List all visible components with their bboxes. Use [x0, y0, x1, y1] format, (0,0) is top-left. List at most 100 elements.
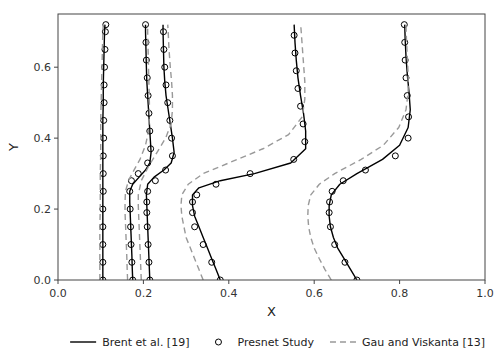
point	[165, 100, 171, 106]
point	[162, 64, 168, 70]
x-tick	[58, 280, 59, 284]
point	[327, 199, 333, 205]
legend-label: Brent et al. [19]	[102, 336, 189, 349]
legend-swatch	[215, 339, 221, 345]
legend-label: Presnet Study	[237, 336, 314, 349]
point	[190, 199, 196, 205]
point	[127, 188, 133, 194]
point	[135, 171, 141, 177]
y-axis-label: Y	[6, 143, 21, 152]
point	[406, 114, 412, 120]
series-line	[125, 25, 149, 280]
plot-data	[100, 22, 412, 280]
point	[145, 93, 151, 99]
point	[163, 82, 169, 88]
point	[163, 167, 169, 173]
series-line	[329, 25, 410, 280]
point	[340, 178, 346, 184]
point	[100, 224, 106, 230]
x-tick	[314, 280, 315, 284]
point	[292, 50, 298, 56]
point	[362, 167, 368, 173]
y-tick-label: 0.6	[34, 61, 52, 74]
series-line	[181, 25, 305, 280]
y-tick	[54, 280, 58, 281]
point	[302, 139, 308, 145]
x-tick	[399, 280, 400, 284]
point	[326, 210, 332, 216]
point	[100, 259, 106, 265]
point	[194, 192, 200, 198]
legend: Brent et al. [19] Presnet Study Gau and Vi…	[70, 336, 485, 349]
point	[332, 242, 338, 248]
point	[169, 135, 175, 141]
point	[100, 171, 106, 177]
x-tick-label: 0.0	[49, 287, 67, 300]
point	[300, 121, 306, 127]
point	[298, 103, 304, 109]
point	[293, 68, 299, 74]
point	[128, 242, 134, 248]
point	[100, 242, 106, 248]
point	[405, 135, 411, 141]
point	[144, 199, 150, 205]
x-tick-label: 0.8	[391, 287, 409, 300]
series-line	[308, 25, 408, 280]
point	[100, 188, 106, 194]
y-tick-label: 0.2	[34, 203, 52, 216]
y-tick-label: 0.4	[34, 132, 52, 145]
x-axis-label: X	[267, 304, 276, 319]
point	[129, 259, 135, 265]
point	[101, 135, 107, 141]
point	[145, 160, 151, 166]
legend-label: Gau and Viskanta [13]	[362, 336, 485, 349]
legend-item: Gau and Viskanta [13]	[330, 336, 485, 349]
point	[190, 210, 196, 216]
point	[342, 259, 348, 265]
x-tick-label: 0.6	[305, 287, 323, 300]
point	[101, 117, 107, 123]
page: {"chart_data": { "type": "line", "x_labe…	[0, 0, 500, 364]
x-tick	[228, 280, 229, 284]
legend-item: Presnet Study	[215, 336, 314, 349]
point	[295, 85, 301, 91]
y-tick	[54, 209, 58, 210]
legend-swatch	[330, 341, 356, 342]
point	[291, 156, 297, 162]
series-line	[193, 25, 306, 280]
point	[144, 210, 150, 216]
x-tick	[143, 280, 144, 284]
point	[209, 259, 215, 265]
point	[148, 146, 154, 152]
point	[169, 153, 175, 159]
series-line	[100, 25, 103, 280]
point	[327, 224, 333, 230]
point	[145, 188, 151, 194]
legend-swatch	[70, 341, 96, 342]
point	[200, 242, 206, 248]
x-tick-label: 1.0	[476, 287, 494, 300]
point	[161, 46, 167, 52]
point	[101, 100, 107, 106]
plot-frame	[58, 14, 485, 280]
point	[144, 224, 150, 230]
point	[192, 224, 198, 230]
point	[247, 171, 253, 177]
y-tick	[54, 67, 58, 68]
point	[160, 29, 166, 35]
point	[145, 242, 151, 248]
legend-item: Brent et al. [19]	[70, 336, 189, 349]
point	[329, 188, 335, 194]
y-tick-label: 0.0	[34, 274, 52, 287]
point	[146, 259, 152, 265]
x-tick-label: 0.4	[220, 287, 238, 300]
axes: 0.0 0.2 0.4 0.6 0.8 1.0 0.0 0.2 0.4 0.6	[34, 61, 494, 300]
x-tick-label: 0.2	[135, 287, 153, 300]
point	[291, 32, 297, 38]
point	[152, 178, 158, 184]
point	[128, 224, 134, 230]
point	[127, 206, 133, 212]
y-tick	[54, 138, 58, 139]
x-tick	[485, 280, 486, 284]
chart: 0.0 0.2 0.4 0.6 0.8 1.0 0.0 0.2 0.4 0.6 X Y Brent et…	[0, 0, 500, 364]
